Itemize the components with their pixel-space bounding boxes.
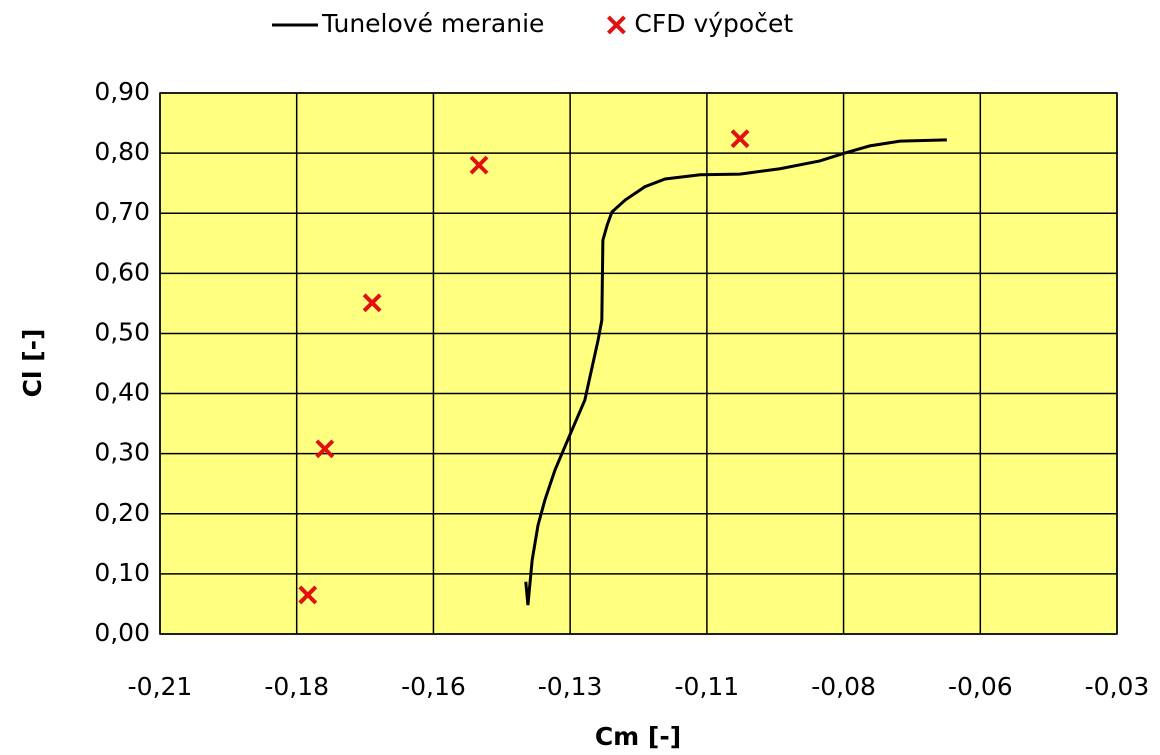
y-tick-label: 0,70 [94, 197, 150, 226]
data-point [730, 129, 750, 149]
legend-item: Tunelové meranie [272, 9, 544, 38]
legend-marker [607, 15, 626, 35]
y-tick-label: 0,00 [94, 618, 150, 647]
marker-stroke [362, 293, 382, 313]
plot-area [159, 92, 1118, 635]
y-tick-label: 0,50 [94, 317, 150, 346]
y-tick-label: 0,80 [94, 137, 150, 166]
legend-item: CFD výpočet [607, 9, 793, 38]
data-point [469, 155, 489, 175]
x-tick-label: -0,11 [675, 672, 740, 701]
marker-stroke [730, 129, 750, 149]
y-tick-label: 0,30 [94, 438, 150, 467]
y-axis-title: Cl [-] [18, 329, 47, 398]
y-tick-label: 0,40 [94, 378, 150, 407]
x-tick-label: -0,18 [264, 672, 329, 701]
y-tick-label: 0,90 [94, 77, 150, 106]
y-tick-label: 0,60 [94, 257, 150, 286]
marker-stroke [298, 585, 318, 605]
data-point [362, 293, 382, 313]
marker-stroke [469, 155, 489, 175]
marker-stroke [315, 439, 335, 459]
x-tick-label: -0,16 [401, 672, 466, 701]
legend-label: Tunelové meranie [321, 9, 544, 38]
x-tick-label: -0,08 [811, 672, 876, 701]
legend-label: CFD výpočet [634, 9, 793, 38]
y-tick-label: 0,20 [94, 498, 150, 527]
x-axis-title: Cm [-] [595, 722, 681, 751]
x-tick-label: -0,21 [128, 672, 193, 701]
y-tick-label: 0,10 [94, 558, 150, 587]
x-tick-label: -0,13 [538, 672, 603, 701]
data-point [298, 585, 318, 605]
x-tick-label: -0,06 [948, 672, 1013, 701]
x-tick-label: -0,03 [1085, 672, 1150, 701]
data-point [315, 439, 335, 459]
data-line [524, 138, 947, 606]
